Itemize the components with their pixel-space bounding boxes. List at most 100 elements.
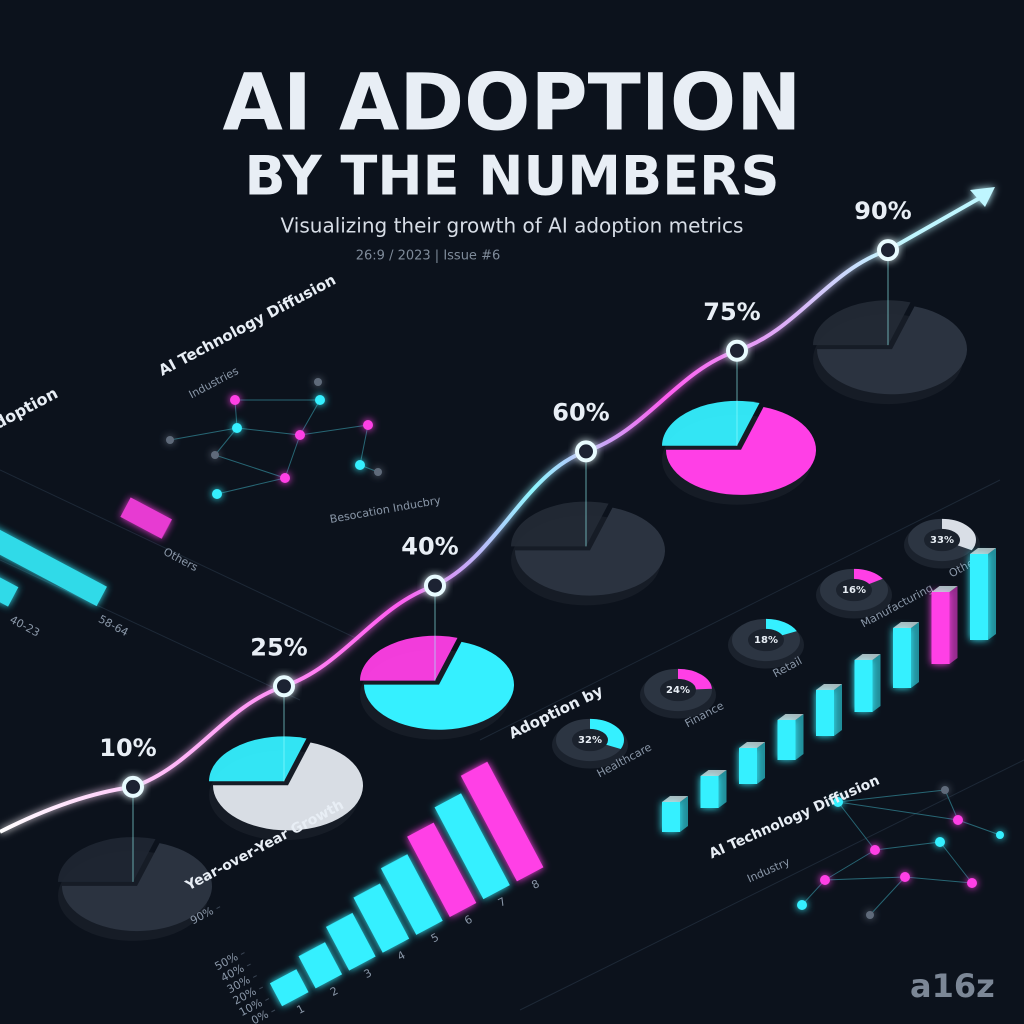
- tick-mark: [246, 963, 251, 967]
- donut-arc: [908, 518, 976, 562]
- bar: [353, 883, 410, 953]
- tick-mark: [259, 986, 264, 990]
- data-label: 40%: [401, 533, 458, 561]
- bar-top: [816, 684, 842, 690]
- arrow-head: [970, 187, 995, 207]
- donut: [640, 668, 716, 719]
- pie-slice: [209, 736, 307, 782]
- bar-side: [834, 684, 842, 736]
- bar: [298, 942, 343, 989]
- issue-line: 26:9 / 2023 | Issue #6: [356, 249, 500, 264]
- donut-label: 18%: [754, 635, 778, 646]
- bar: [460, 761, 544, 882]
- pie-decor: [58, 837, 212, 941]
- bar-top: [970, 548, 996, 554]
- donut: [552, 718, 628, 769]
- pie-slice: [816, 306, 967, 395]
- bar: [325, 912, 376, 971]
- data-point: [877, 239, 899, 262]
- bar-side: [795, 714, 804, 760]
- bar: [739, 748, 757, 784]
- bar-side: [680, 796, 688, 832]
- bar: [434, 793, 510, 900]
- title-line-2: BY THE NUMBERS: [244, 145, 779, 208]
- bar-top: [777, 714, 804, 720]
- tick-mark: [216, 906, 221, 910]
- grid-lines-decor: [0, 469, 1024, 1011]
- bar-side: [988, 548, 996, 640]
- trend-line-tail: [887, 193, 986, 252]
- pie-decor: [209, 736, 363, 841]
- bar: [893, 628, 911, 688]
- donut-arc: [732, 618, 800, 662]
- bar-side: [911, 622, 919, 688]
- pie-decor: [662, 400, 816, 505]
- tick-mark: [240, 952, 245, 955]
- bar-top: [893, 622, 919, 628]
- donut-label: 24%: [666, 685, 690, 696]
- pie-decor: [511, 501, 665, 606]
- bar-top: [931, 586, 958, 592]
- data-label: 75%: [703, 298, 760, 326]
- bar3d-chart: [662, 548, 996, 832]
- pie-slice: [58, 837, 156, 882]
- donut: [816, 568, 892, 619]
- pie-slice: [360, 635, 458, 681]
- pie-slice: [363, 641, 514, 730]
- donut: [904, 518, 980, 569]
- data-point: [424, 574, 446, 597]
- data-point: [726, 339, 748, 362]
- donut-label: 16%: [842, 585, 866, 596]
- bar: [120, 497, 172, 539]
- data-point: [273, 675, 295, 698]
- bar-top: [854, 654, 881, 660]
- bar: [700, 776, 719, 808]
- bar-top: [739, 742, 765, 748]
- data-point: [575, 440, 597, 463]
- bar: [854, 660, 873, 712]
- data-point: [122, 775, 144, 798]
- pie-slice: [514, 507, 665, 596]
- tick-mark: [265, 998, 270, 1001]
- pie-decor: [360, 635, 514, 740]
- pie-slice: [662, 400, 760, 446]
- data-label: 90%: [854, 197, 911, 225]
- bar: [407, 822, 477, 918]
- pie-slice: [61, 843, 212, 932]
- bar-top: [662, 796, 688, 802]
- pie-slice: [212, 742, 363, 831]
- bar-side: [872, 654, 881, 712]
- main-line-chart: 10% 25% 40% 60% 75% 90%: [0, 187, 995, 941]
- pie-slice: [813, 300, 911, 346]
- data-label: 60%: [552, 398, 609, 426]
- donut-arc: [556, 718, 624, 762]
- title-line-1: AI ADOPTION: [223, 58, 802, 148]
- pie-decor: [813, 300, 967, 405]
- bar: [0, 482, 107, 607]
- donut-label: 33%: [930, 535, 954, 546]
- brand-logo: a16z: [910, 967, 995, 1005]
- bar: [931, 592, 950, 664]
- donut: [728, 618, 804, 669]
- donut-arc: [820, 568, 888, 612]
- data-label: 25%: [250, 633, 307, 661]
- subtitle: Visualizing their growth of AI adoption …: [281, 214, 744, 238]
- bar-side: [718, 770, 727, 808]
- tick-mark: [252, 975, 257, 978]
- tick-mark: [271, 1009, 276, 1013]
- bar: [380, 854, 443, 935]
- pie-slice: [511, 501, 609, 547]
- bar: [662, 802, 680, 832]
- bar: [970, 554, 988, 640]
- donut-label: 32%: [578, 735, 602, 746]
- bar: [269, 969, 309, 1007]
- bar-side: [757, 742, 765, 784]
- bar: [816, 690, 834, 736]
- bar-top: [700, 770, 727, 776]
- bar-side: [949, 586, 958, 664]
- donut-arc: [644, 668, 712, 712]
- bar: [777, 720, 796, 760]
- pie-slice: [665, 407, 816, 495]
- data-label: 10%: [99, 734, 156, 762]
